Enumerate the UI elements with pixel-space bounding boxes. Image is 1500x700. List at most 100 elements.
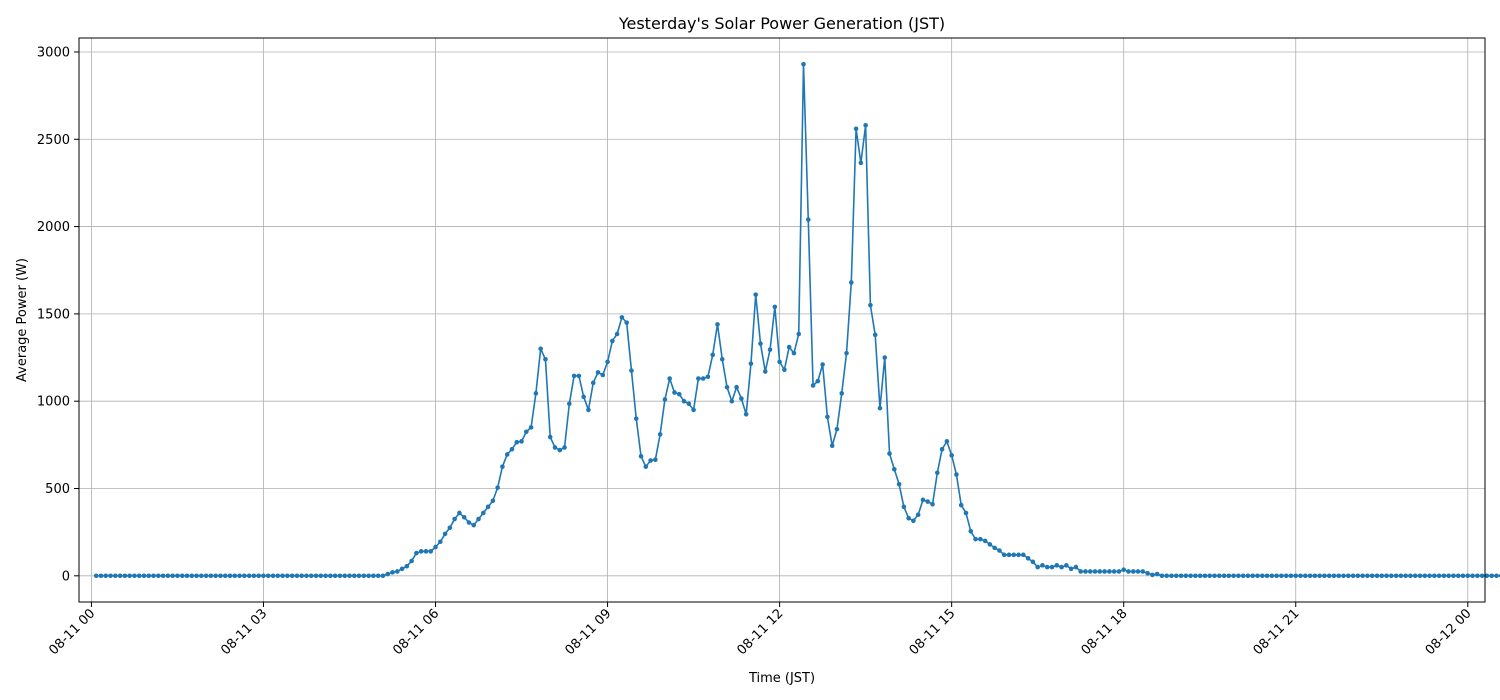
data-point (696, 376, 701, 381)
data-point (743, 411, 749, 417)
data-point (829, 443, 835, 449)
data-point (925, 499, 931, 504)
data-point (237, 573, 242, 579)
data-point (500, 464, 505, 469)
data-point (753, 292, 759, 297)
data-point (423, 549, 429, 554)
data-point (208, 573, 214, 579)
y-tick-label: 500 (45, 482, 70, 497)
data-point (1403, 573, 1408, 579)
data-point (380, 573, 386, 579)
data-point (160, 573, 166, 579)
data-point (1059, 564, 1064, 570)
data-point (251, 573, 257, 579)
data-point (882, 355, 888, 360)
grid-lines (79, 38, 1485, 602)
data-point (610, 338, 615, 344)
data-point (1322, 573, 1327, 579)
data-point (839, 391, 845, 396)
data-point (767, 347, 773, 352)
data-point (810, 383, 816, 388)
data-point (786, 344, 792, 350)
data-point (1288, 573, 1294, 579)
data-point (533, 391, 539, 396)
data-point (1365, 573, 1370, 579)
data-point (887, 451, 892, 456)
data-point (1494, 573, 1499, 579)
data-point (1140, 569, 1146, 574)
data-point (1441, 573, 1447, 579)
data-point (801, 61, 806, 67)
data-point (1145, 570, 1150, 576)
data-point (165, 573, 171, 579)
data-point (418, 549, 424, 554)
data-point (1470, 573, 1475, 579)
data-point (815, 378, 821, 384)
data-point (896, 481, 902, 487)
data-point (433, 544, 438, 550)
data-point (179, 573, 185, 579)
data-point (901, 504, 907, 510)
y-axis-ticks: 0 500 1000 1500 2000 2500 3000 (37, 45, 79, 584)
data-point (1374, 573, 1380, 579)
data-point (1422, 573, 1428, 579)
data-point (1389, 573, 1394, 579)
data-point (1188, 573, 1193, 579)
data-point (619, 315, 625, 320)
data-point (997, 548, 1002, 553)
data-point (280, 573, 285, 579)
data-point (438, 539, 443, 545)
data-point (170, 573, 175, 579)
data-points (93, 61, 1500, 579)
data-point (299, 573, 305, 579)
data-point (691, 407, 696, 413)
data-point (1283, 573, 1289, 579)
data-point (1216, 573, 1222, 579)
data-point (973, 536, 978, 542)
data-point (1021, 552, 1026, 558)
data-point (132, 573, 137, 579)
data-point (524, 429, 529, 435)
data-point (590, 380, 596, 386)
data-point (805, 217, 811, 222)
data-point (958, 502, 964, 508)
data-point (672, 390, 677, 395)
data-point (762, 369, 768, 374)
data-point (113, 573, 118, 579)
data-point (342, 573, 348, 579)
data-point (1279, 573, 1284, 579)
data-point (1150, 572, 1155, 578)
data-point (414, 550, 419, 556)
data-point (987, 542, 993, 547)
data-point (146, 573, 152, 579)
data-point (1078, 569, 1083, 574)
data-point (347, 573, 352, 579)
data-point (567, 401, 572, 407)
y-tick-label: 3000 (37, 45, 70, 60)
data-point (265, 573, 271, 579)
data-point (1336, 573, 1342, 579)
data-point (1460, 573, 1466, 579)
data-point (557, 447, 563, 453)
data-point (729, 398, 735, 404)
data-point (963, 510, 969, 516)
data-point (1303, 573, 1308, 579)
data-point (1236, 573, 1241, 579)
data-point (476, 516, 481, 522)
data-point (1451, 573, 1456, 579)
data-point (203, 573, 209, 579)
data-point (1049, 564, 1055, 570)
data-point (1417, 573, 1423, 579)
data-point (748, 361, 754, 366)
data-point (648, 458, 653, 463)
data-point (705, 374, 711, 380)
data-point (1245, 573, 1251, 579)
data-point (1484, 573, 1490, 579)
data-point (700, 376, 706, 381)
data-point (595, 370, 601, 375)
data-point (151, 573, 156, 579)
data-point (1393, 573, 1399, 579)
data-point (1307, 573, 1313, 579)
data-point (906, 515, 911, 521)
data-point (490, 498, 496, 504)
